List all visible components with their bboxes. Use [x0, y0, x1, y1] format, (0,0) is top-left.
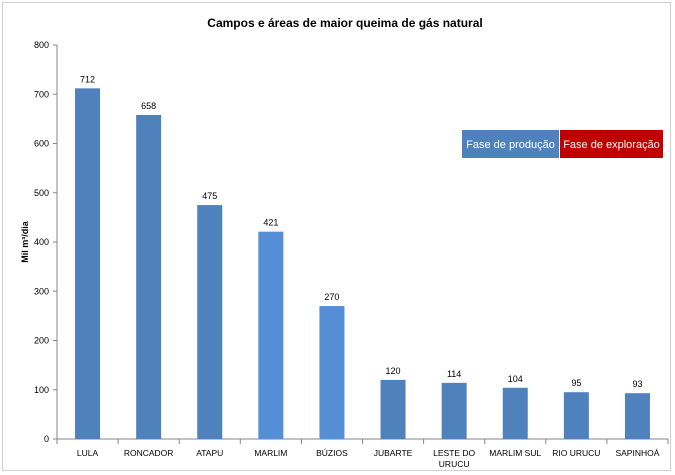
- y-tick-label: 600: [34, 139, 49, 149]
- x-tick-label-line: URUCU: [439, 459, 470, 469]
- x-tick-label: RONCADOR: [124, 448, 174, 458]
- x-tick-label-line: MARLIM SUL: [489, 448, 541, 458]
- y-tick-label: 400: [34, 237, 49, 247]
- data-label: 114: [447, 369, 461, 379]
- y-axis: 0 100 200 300 400 500 600 700 800: [34, 40, 58, 444]
- data-label: 95: [571, 378, 581, 388]
- data-label: 120: [386, 366, 401, 376]
- bar: [441, 382, 467, 439]
- y-tick-label: 800: [34, 40, 49, 50]
- x-tick-label-line: BÚZIOS: [316, 448, 348, 458]
- legend: Fase de produção Fase de exploração: [462, 130, 663, 158]
- data-label: 475: [202, 191, 217, 201]
- y-tick-label: 700: [34, 89, 49, 99]
- bar: [136, 114, 162, 439]
- legend-entry: Fase de produção: [466, 139, 555, 151]
- bar: [75, 88, 101, 439]
- x-tick-label-line: ATAPU: [196, 448, 223, 458]
- legend-swatch: [462, 130, 559, 158]
- x-tick-label: RIO URUCU: [552, 448, 600, 458]
- x-tick-label: JUBARTE: [374, 448, 413, 458]
- x-axis: LULA RONCADOR ATAPU MARLIM BÚZIOS JUBARTE LEST…: [56, 438, 669, 469]
- data-labels: 712 658 475 421 270 120 114 104 95 93: [80, 74, 642, 389]
- bar: [502, 387, 528, 439]
- y-axis-label: Mil m³/dia: [20, 220, 30, 262]
- x-tick-label: MARLIM SUL: [489, 448, 541, 458]
- x-tick-label-line: LESTE DO: [433, 448, 475, 458]
- x-tick-label-line: RONCADOR: [124, 448, 174, 458]
- data-label: 93: [632, 379, 642, 389]
- x-tick-label: ATAPU: [196, 448, 223, 458]
- y-tick-label: 200: [34, 336, 49, 346]
- x-tick-label: MARLIM: [254, 448, 287, 458]
- x-tick-label-line: SAPINHOÁ: [615, 448, 659, 458]
- y-tick-label: 300: [34, 286, 49, 296]
- x-tick-label: BÚZIOS: [316, 448, 348, 458]
- data-label: 658: [141, 101, 156, 111]
- x-tick-label: SAPINHOÁ: [615, 448, 659, 458]
- bars: [75, 88, 650, 439]
- data-label: 270: [324, 292, 339, 302]
- bar: [563, 392, 589, 439]
- data-label: 712: [80, 74, 95, 84]
- bar: [624, 393, 650, 439]
- bar: [197, 205, 223, 439]
- x-tick-label-line: LULA: [77, 448, 99, 458]
- data-label: 421: [263, 218, 278, 228]
- legend-entry: Fase de exploração: [563, 139, 660, 151]
- x-tick-label: LESTE DO URUCU: [433, 448, 475, 469]
- x-tick-label-line: JUBARTE: [374, 448, 413, 458]
- chart-title: Campos e áreas de maior queima de gás na…: [207, 16, 482, 30]
- y-tick-label: 100: [34, 385, 49, 395]
- x-tick-label-line: RIO URUCU: [552, 448, 600, 458]
- y-tick-label: 0: [44, 434, 49, 444]
- legend-swatch: [560, 130, 663, 158]
- bar: [319, 306, 345, 439]
- x-tick-label-line: MARLIM: [254, 448, 287, 458]
- bar: [258, 231, 284, 439]
- x-tick-label: LULA: [77, 448, 99, 458]
- bar: [380, 379, 406, 439]
- y-tick-label: 500: [34, 188, 49, 198]
- data-label: 104: [508, 374, 523, 384]
